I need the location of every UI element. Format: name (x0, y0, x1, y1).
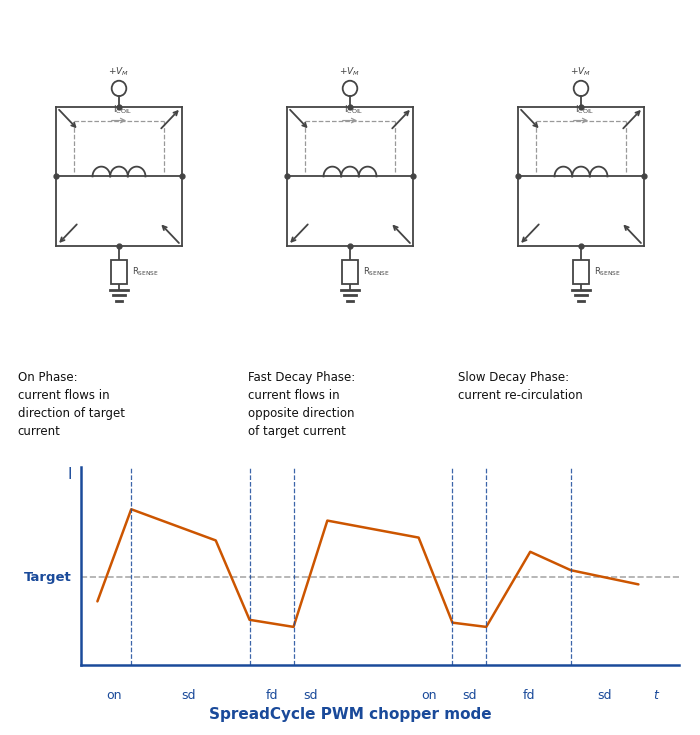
Text: fd: fd (522, 689, 535, 702)
Text: I$_{\mathsf{COIL}}$: I$_{\mathsf{COIL}}$ (575, 104, 594, 116)
Text: SpreadCycle PWM chopper mode: SpreadCycle PWM chopper mode (209, 707, 491, 722)
Text: R$_{\mathsf{SENSE}}$: R$_{\mathsf{SENSE}}$ (132, 266, 159, 279)
Text: t: t (653, 689, 658, 702)
Text: I$_{\mathsf{COIL}}$: I$_{\mathsf{COIL}}$ (344, 104, 363, 116)
Text: on: on (106, 689, 122, 702)
Text: I: I (67, 467, 71, 481)
Text: I$_{\mathsf{COIL}}$: I$_{\mathsf{COIL}}$ (113, 104, 132, 116)
Text: Fast Decay Phase:
current flows in
opposite direction
of target current: Fast Decay Phase: current flows in oppos… (248, 371, 356, 438)
Text: $+V_M$: $+V_M$ (570, 65, 592, 78)
Text: sd: sd (303, 689, 318, 702)
Text: $+V_M$: $+V_M$ (340, 65, 360, 78)
Text: sd: sd (597, 689, 612, 702)
Bar (342, 260, 358, 284)
Text: R$_{\mathsf{SENSE}}$: R$_{\mathsf{SENSE}}$ (594, 266, 621, 279)
Bar (111, 260, 127, 284)
Text: fd: fd (265, 689, 278, 702)
Text: $+V_M$: $+V_M$ (108, 65, 130, 78)
Text: sd: sd (181, 689, 196, 702)
Bar (573, 260, 589, 284)
Text: On Phase:
current flows in
direction of target
current: On Phase: current flows in direction of … (18, 371, 125, 438)
Text: Slow Decay Phase:
current re-circulation: Slow Decay Phase: current re-circulation (458, 371, 583, 402)
Text: on: on (421, 689, 437, 702)
Text: Target: Target (24, 571, 71, 584)
Text: sd: sd (462, 689, 477, 702)
Text: R$_{\mathsf{SENSE}}$: R$_{\mathsf{SENSE}}$ (363, 266, 390, 279)
